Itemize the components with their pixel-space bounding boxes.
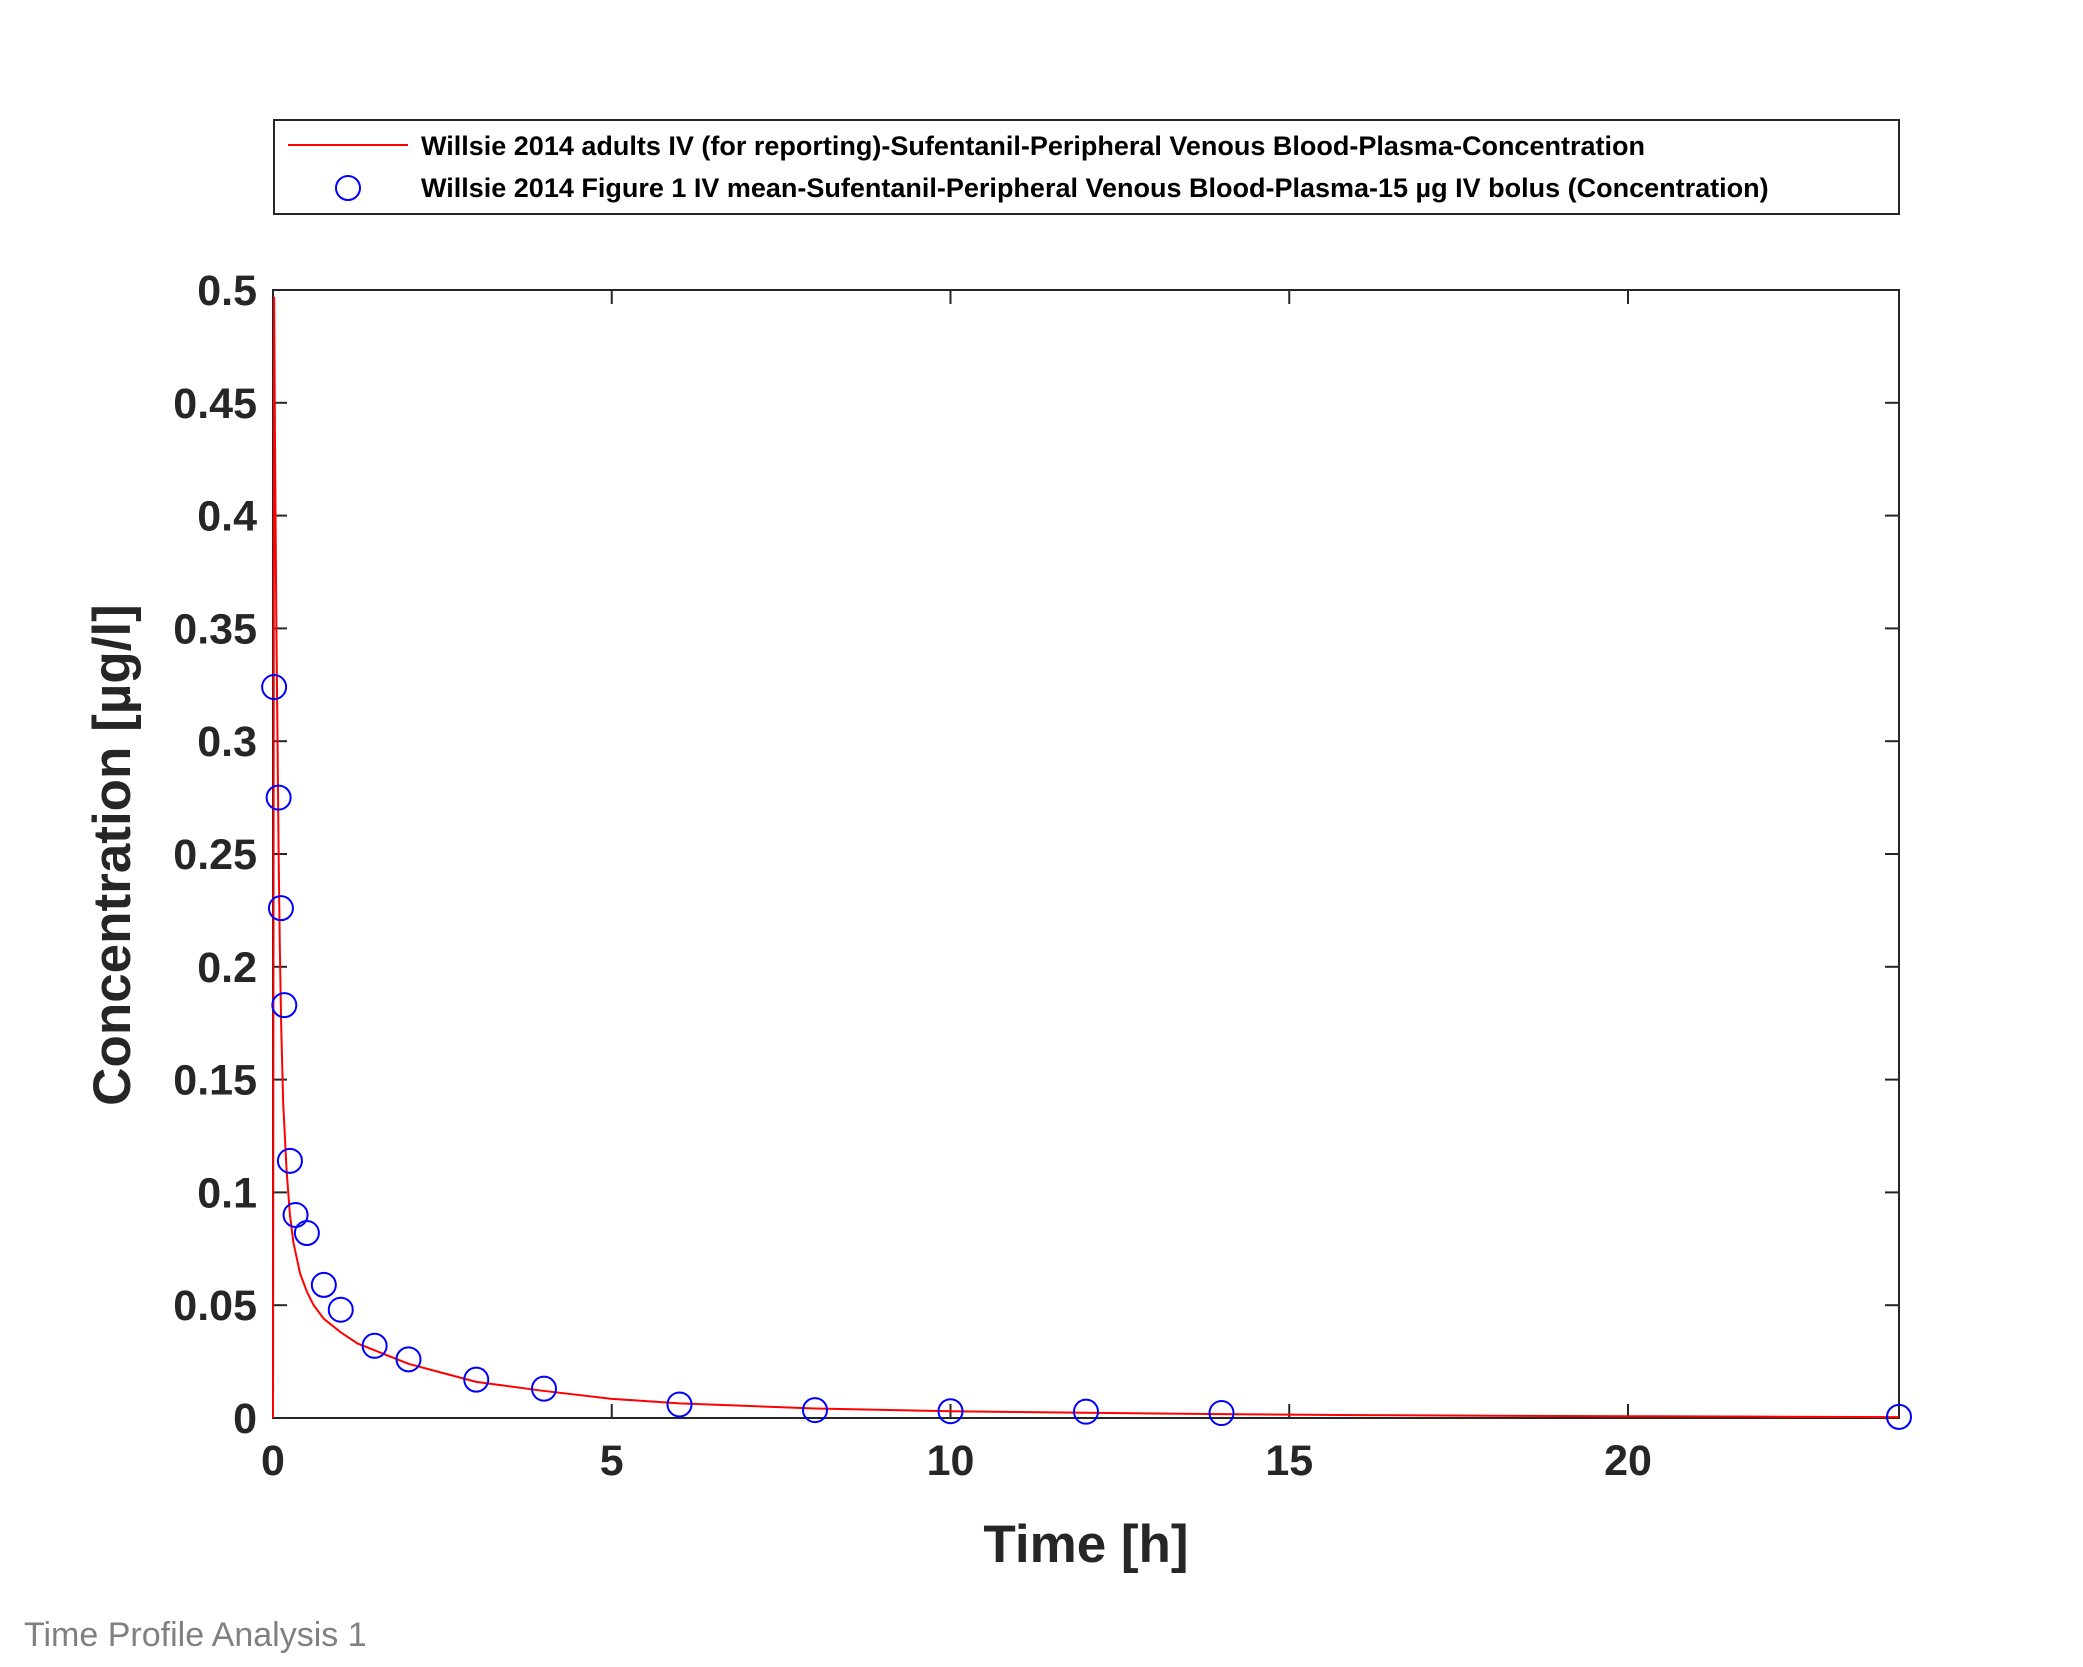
x-tick-label: 15	[1265, 1437, 1313, 1485]
observed-point	[282, 1201, 309, 1228]
y-tick-label: 0.2	[197, 944, 257, 992]
observed-point	[1886, 1403, 1912, 1430]
y-axis-title: Concentration [µg/l]	[83, 604, 142, 1106]
observed-point	[267, 895, 294, 922]
y-tick-label: 0.15	[173, 1057, 257, 1105]
observed-point	[1073, 1398, 1099, 1425]
y-tick-label: 0.25	[173, 831, 257, 879]
observed-point	[463, 1366, 490, 1393]
observed-point	[937, 1398, 964, 1425]
x-axis: 0 5 10 15 20	[261, 290, 1652, 1485]
plot-area-frame	[272, 289, 1900, 1419]
y-tick-label: 0.1	[197, 1169, 257, 1217]
observed-point	[310, 1271, 337, 1298]
simulation-series	[272, 296, 1900, 1419]
observed-point	[293, 1220, 320, 1247]
y-tick-label: 0	[233, 1395, 257, 1443]
legend-circle-swatch	[335, 175, 361, 201]
observed-point	[261, 674, 288, 701]
observed-point	[666, 1391, 693, 1418]
x-tick-label: 10	[927, 1437, 975, 1485]
observed-series	[261, 674, 1912, 1430]
y-tick-label: 0.05	[173, 1282, 257, 1330]
observed-point	[802, 1397, 828, 1424]
legend-entry-simulation: Willsie 2014 adults IV (for reporting)-S…	[421, 131, 1645, 161]
observed-point	[265, 784, 292, 811]
y-tick-label: 0.3	[197, 718, 257, 766]
y-tick-label: 0.45	[173, 380, 257, 428]
y-tick-label: 0.4	[197, 493, 257, 541]
analysis-footer-label: Time Profile Analysis 1	[24, 1616, 367, 1654]
observed-point	[1208, 1400, 1235, 1427]
y-tick-label: 0.35	[173, 605, 257, 653]
y-axis: 0 0.05 0.1 0.15 0.2 0.25 0.3 0.35 0.4 0.45 0.5	[173, 267, 1899, 1443]
y-tick-label: 0.5	[197, 267, 257, 315]
legend: Willsie 2014 adults IV (for reporting)-S…	[273, 119, 1900, 215]
legend-entry-observed: Willsie 2014 Figure 1 IV mean-Sufentanil…	[421, 173, 1769, 203]
x-tick-label: 20	[1604, 1437, 1652, 1485]
observed-point	[271, 992, 298, 1019]
x-tick-label: 0	[261, 1437, 285, 1485]
legend-box	[273, 119, 1900, 215]
x-axis-title: Time [h]	[983, 1515, 1188, 1574]
simulation-line	[272, 296, 1900, 1419]
observed-point	[531, 1375, 557, 1402]
observed-point	[276, 1147, 303, 1174]
observed-point	[395, 1346, 422, 1373]
observed-point	[327, 1296, 354, 1323]
x-tick-label: 5	[600, 1437, 624, 1485]
observed-point	[361, 1332, 388, 1359]
